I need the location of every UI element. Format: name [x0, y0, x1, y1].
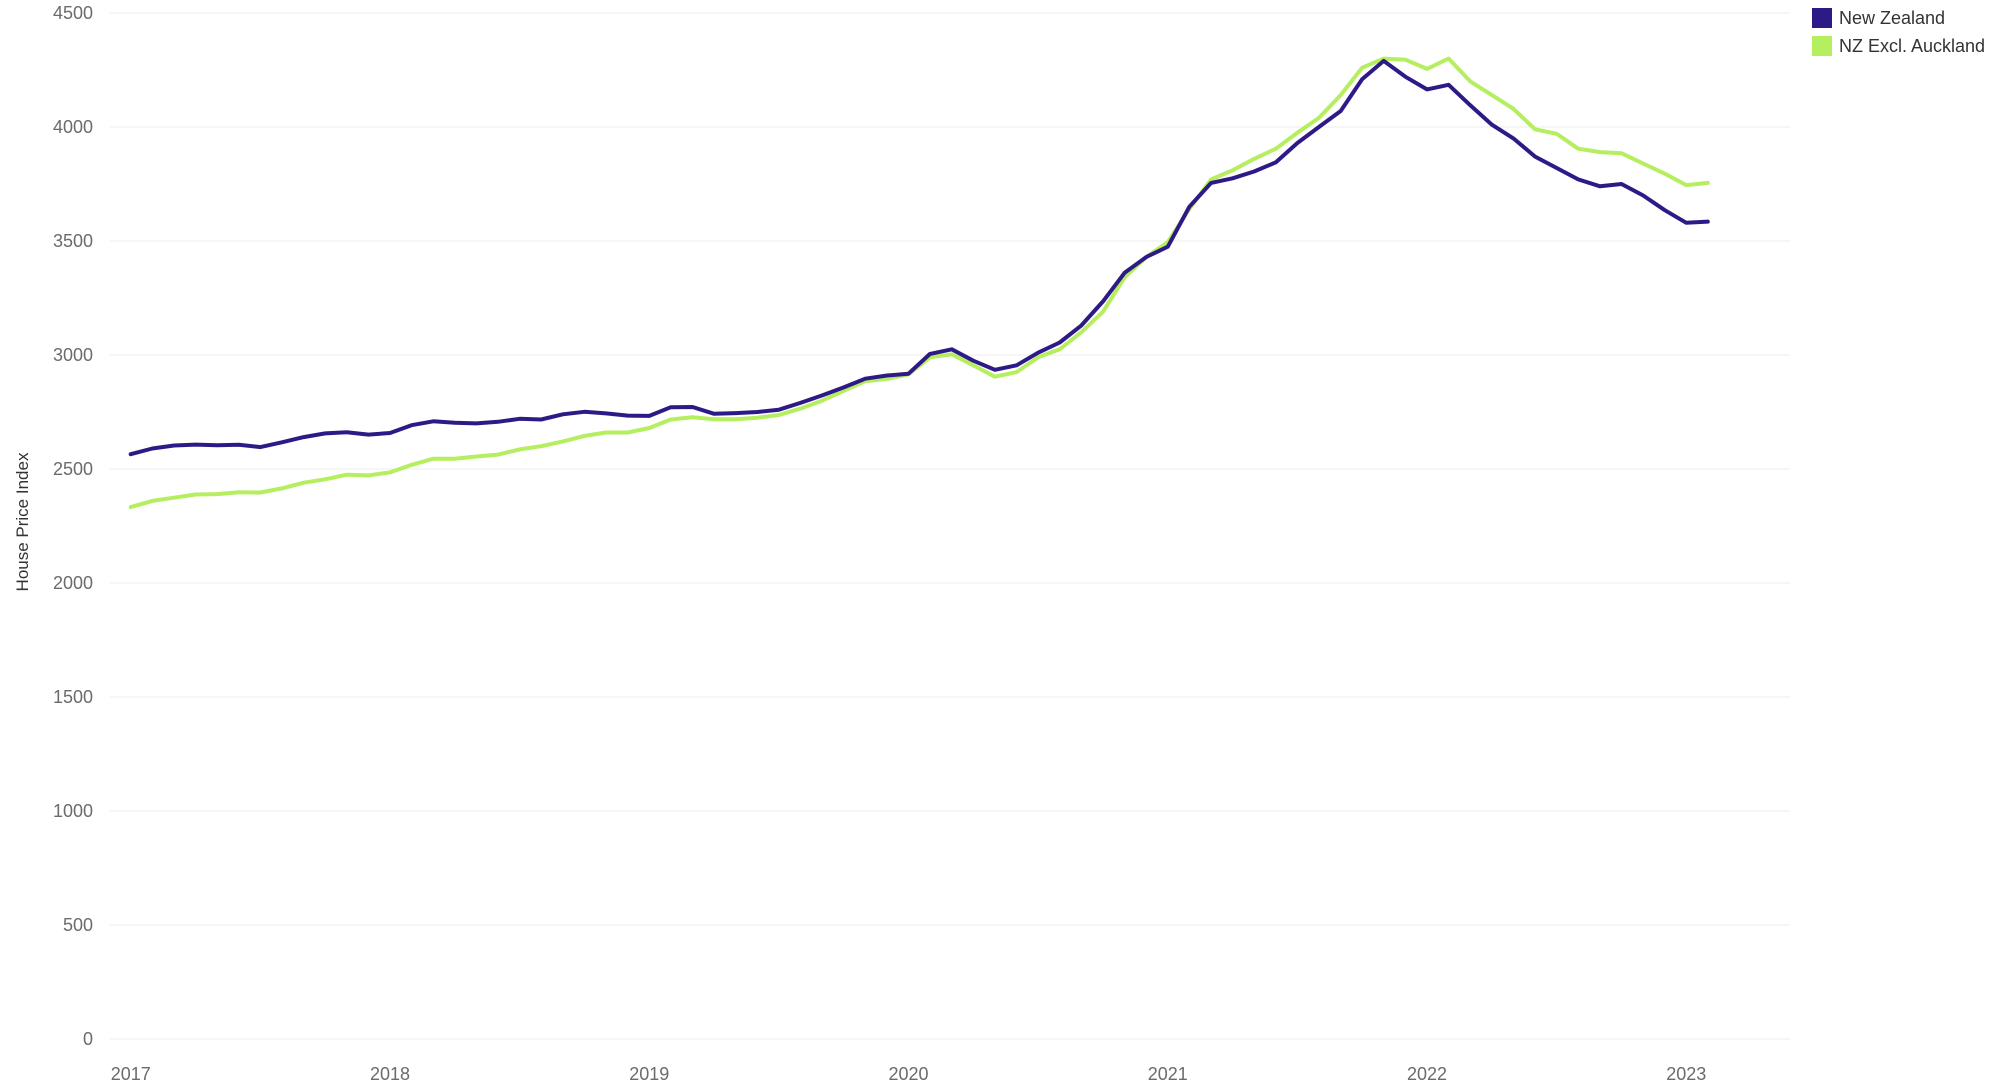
y-tick-label-2500: 2500: [53, 459, 93, 479]
y-axis-ticks: 0 500 1000 1500 2000 2500 3000 3500 4000 4500: [53, 3, 93, 1049]
y-tick-label-0: 0: [83, 1029, 93, 1049]
y-tick-label-1000: 1000: [53, 801, 93, 821]
legend-item-new-zealand[interactable]: New Zealand: [1812, 4, 1985, 32]
y-tick-label-500: 500: [63, 915, 93, 935]
legend-label-nz-excl-auckland: NZ Excl. Auckland: [1839, 35, 1986, 56]
x-tick-label-2021: 2021: [1148, 1064, 1188, 1084]
x-tick-label-2019: 2019: [629, 1064, 669, 1084]
y-axis-title: House Price Index: [13, 452, 32, 591]
legend-label-new-zealand: New Zealand: [1839, 7, 1946, 28]
x-tick-label-2020: 2020: [888, 1064, 928, 1084]
x-tick-label-2023: 2023: [1666, 1064, 1706, 1084]
series-lines: [128, 56, 1710, 510]
series-line-nz-excl-auckland[interactable]: [128, 56, 1710, 510]
x-axis-ticks: 2017 2018 2019 2020 2021 2022 2023: [111, 1064, 1707, 1084]
y-tick-label-3000: 3000: [53, 345, 93, 365]
legend: New Zealand NZ Excl. Auckland: [1812, 4, 1985, 60]
y-tick-label-3500: 3500: [53, 231, 93, 251]
grid-lines: [110, 12, 1790, 1040]
y-tick-label-2000: 2000: [53, 573, 93, 593]
legend-swatch-new-zealand: [1812, 8, 1832, 28]
x-tick-label-2017: 2017: [111, 1064, 151, 1084]
y-tick-label-1500: 1500: [53, 687, 93, 707]
series-line-new-zealand[interactable]: [128, 58, 1710, 457]
legend-item-nz-excl-auckland[interactable]: NZ Excl. Auckland: [1812, 32, 1985, 60]
y-tick-label-4000: 4000: [53, 117, 93, 137]
x-tick-label-2022: 2022: [1407, 1064, 1447, 1084]
y-tick-label-4500: 4500: [53, 3, 93, 23]
legend-swatch-nz-excl-auckland: [1812, 36, 1832, 56]
x-tick-label-2018: 2018: [370, 1064, 410, 1084]
